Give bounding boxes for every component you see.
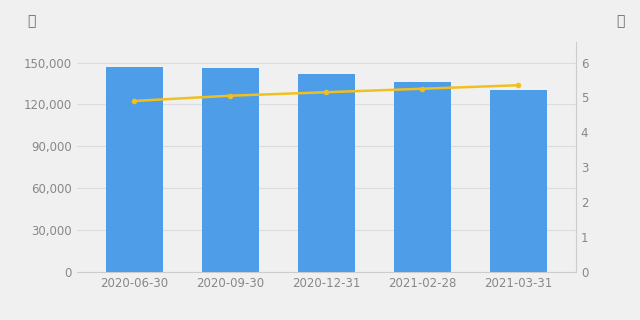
Bar [298, 74, 355, 272]
Bar [394, 82, 451, 272]
Text: 元: 元 [616, 14, 624, 28]
Bar [490, 91, 547, 272]
Bar [202, 68, 259, 272]
Text: 户: 户 [27, 14, 35, 28]
Bar [106, 67, 163, 272]
